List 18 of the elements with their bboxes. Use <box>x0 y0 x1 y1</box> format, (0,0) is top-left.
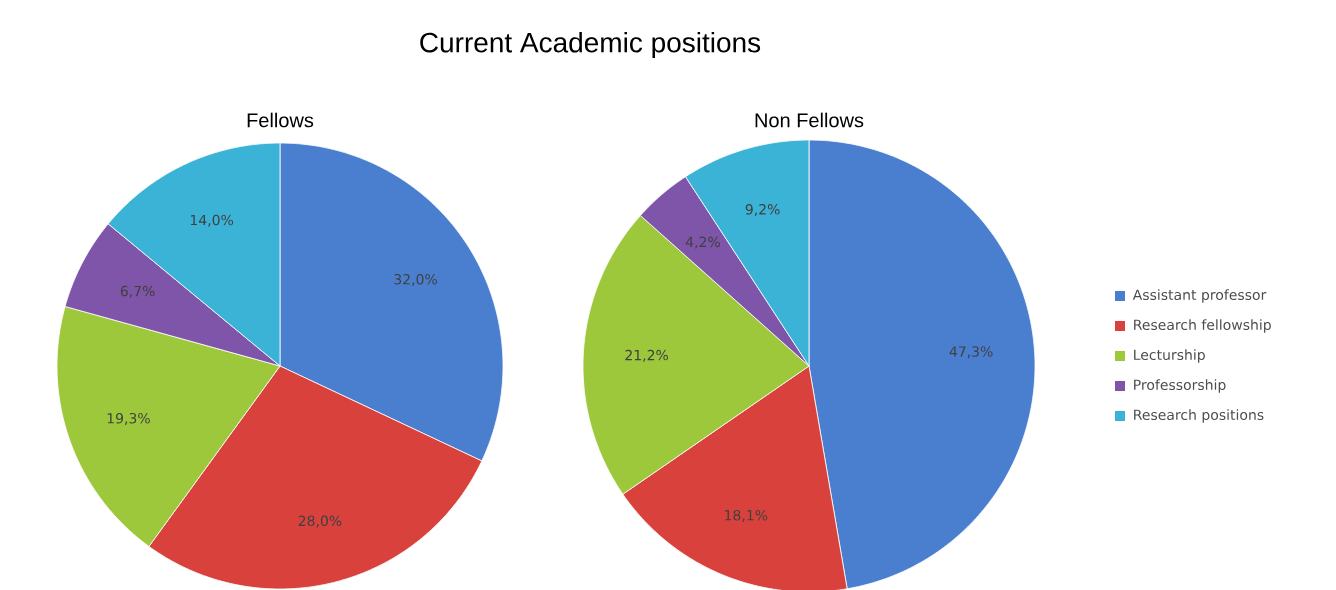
data-label: 47,3% <box>949 346 993 359</box>
chart-subtitle: Non Fellows <box>755 112 864 128</box>
data-label: 9,2% <box>745 204 780 217</box>
text: Current Academic positions <box>420 31 761 59</box>
data-label: 14,0% <box>190 214 234 227</box>
data-label: 19,3% <box>107 412 150 425</box>
data-label: 18,1% <box>725 509 768 522</box>
data-label: 21,2% <box>625 349 669 362</box>
data-label: 6,7% <box>120 285 155 298</box>
legend-label: Research fellowship <box>1134 319 1271 333</box>
chart-subtitle: Fellows <box>247 112 314 128</box>
data-label: 4,2% <box>685 236 720 249</box>
legend-label: Lecturship <box>1134 349 1205 363</box>
legend-label: Assistant professor <box>1132 289 1267 303</box>
legend-label: Research positions <box>1134 409 1264 423</box>
data-label: 28,0% <box>298 515 342 528</box>
data-label: 32,0% <box>394 273 438 286</box>
legend-label: Professorship <box>1134 379 1226 393</box>
